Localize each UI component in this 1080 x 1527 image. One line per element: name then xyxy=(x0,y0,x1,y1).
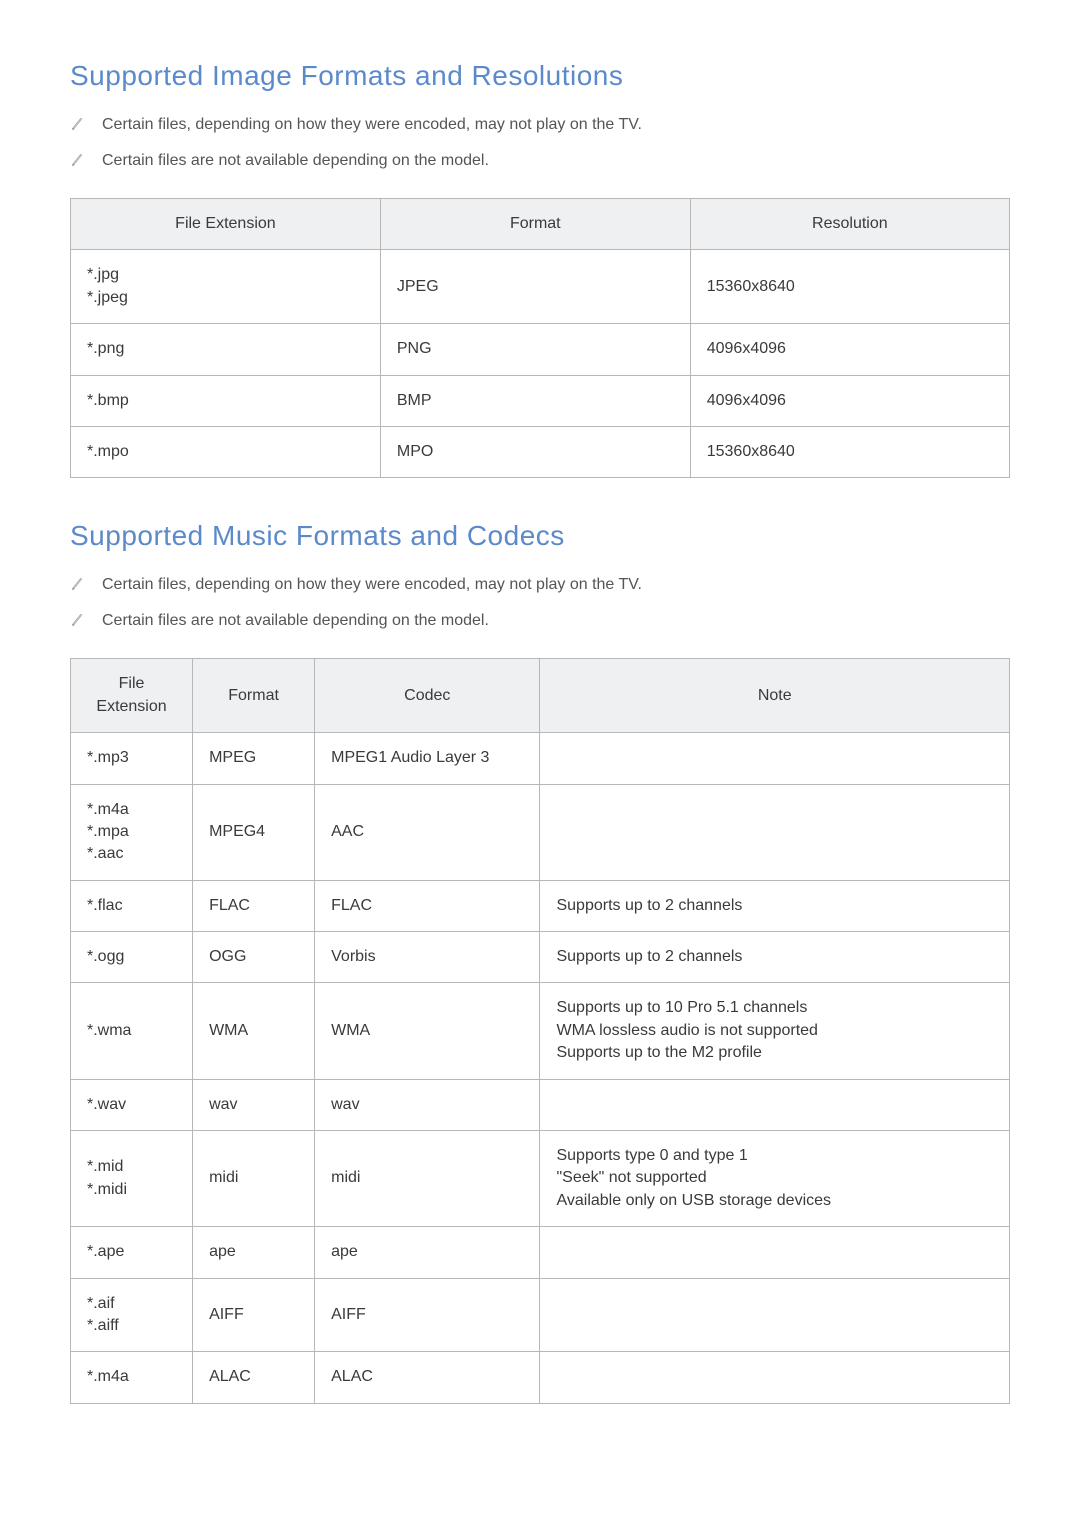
table-cell: 15360x8640 xyxy=(690,426,1009,477)
table-cell: *.m4a xyxy=(71,1352,193,1403)
table-cell: WMA xyxy=(193,983,315,1079)
table-cell: *.mp3 xyxy=(71,733,193,784)
table-header: Format xyxy=(193,659,315,733)
table-header-row: File Extension Format Codec Note xyxy=(71,659,1010,733)
note-item: Certain files, depending on how they wer… xyxy=(70,116,1010,134)
note-icon xyxy=(70,612,98,628)
table-cell: ALAC xyxy=(315,1352,540,1403)
table-cell: MPEG xyxy=(193,733,315,784)
table-cell: wav xyxy=(315,1079,540,1130)
table-cell: FLAC xyxy=(315,880,540,931)
table-cell: MPEG1 Audio Layer 3 xyxy=(315,733,540,784)
table-cell: *.m4a *.mpa *.aac xyxy=(71,784,193,880)
table-cell: *.flac xyxy=(71,880,193,931)
table-header: Codec xyxy=(315,659,540,733)
table-cell: *.png xyxy=(71,324,381,375)
table-cell: *.ogg xyxy=(71,932,193,983)
table-cell xyxy=(540,1352,1010,1403)
table-cell: *.ape xyxy=(71,1227,193,1278)
table-header: Resolution xyxy=(690,199,1009,250)
table-header: File Extension xyxy=(71,199,381,250)
table-cell: Supports up to 2 channels xyxy=(540,880,1010,931)
table-cell: AAC xyxy=(315,784,540,880)
table-cell xyxy=(540,1278,1010,1352)
table-cell: PNG xyxy=(380,324,690,375)
table-cell: ape xyxy=(315,1227,540,1278)
table-cell: JPEG xyxy=(380,250,690,324)
table-header: File Extension xyxy=(71,659,193,733)
table-row: *.aif *.aiffAIFFAIFF xyxy=(71,1278,1010,1352)
table-cell: *.mpo xyxy=(71,426,381,477)
table-cell: Supports type 0 and type 1 "Seek" not su… xyxy=(540,1131,1010,1227)
table-row: *.pngPNG4096x4096 xyxy=(71,324,1010,375)
note-icon xyxy=(70,152,98,168)
table-cell xyxy=(540,1227,1010,1278)
table-cell xyxy=(540,784,1010,880)
table-cell: 4096x4096 xyxy=(690,375,1009,426)
table-header: Note xyxy=(540,659,1010,733)
table-cell: OGG xyxy=(193,932,315,983)
table-cell: 4096x4096 xyxy=(690,324,1009,375)
table-row: *.jpg *.jpegJPEG15360x8640 xyxy=(71,250,1010,324)
table-cell: Supports up to 10 Pro 5.1 channels WMA l… xyxy=(540,983,1010,1079)
table-cell: ALAC xyxy=(193,1352,315,1403)
table-row: *.wmaWMAWMASupports up to 10 Pro 5.1 cha… xyxy=(71,983,1010,1079)
table-cell xyxy=(540,1079,1010,1130)
note-text: Certain files are not available dependin… xyxy=(98,152,1010,170)
section1-title: Supported Image Formats and Resolutions xyxy=(70,60,1010,92)
table-cell: BMP xyxy=(380,375,690,426)
table-cell: wav xyxy=(193,1079,315,1130)
table-row: *.apeapeape xyxy=(71,1227,1010,1278)
table-cell: MPO xyxy=(380,426,690,477)
table-cell: Vorbis xyxy=(315,932,540,983)
section2-notes: Certain files, depending on how they wer… xyxy=(70,576,1010,630)
table-row: *.oggOGGVorbisSupports up to 2 channels xyxy=(71,932,1010,983)
table-cell: *.bmp xyxy=(71,375,381,426)
table-cell xyxy=(540,733,1010,784)
note-item: Certain files are not available dependin… xyxy=(70,612,1010,630)
music-formats-table: File Extension Format Codec Note *.mp3MP… xyxy=(70,658,1010,1403)
table-cell: FLAC xyxy=(193,880,315,931)
table-cell: AIFF xyxy=(193,1278,315,1352)
table-cell: WMA xyxy=(315,983,540,1079)
table-row: *.wavwavwav xyxy=(71,1079,1010,1130)
table-cell: *.wma xyxy=(71,983,193,1079)
image-formats-table: File Extension Format Resolution *.jpg *… xyxy=(70,198,1010,478)
table-row: *.flacFLACFLACSupports up to 2 channels xyxy=(71,880,1010,931)
note-icon xyxy=(70,116,98,132)
table-cell: AIFF xyxy=(315,1278,540,1352)
table-cell: *.mid *.midi xyxy=(71,1131,193,1227)
table-row: *.bmpBMP4096x4096 xyxy=(71,375,1010,426)
table-cell: midi xyxy=(315,1131,540,1227)
table-cell: Supports up to 2 channels xyxy=(540,932,1010,983)
section2-title: Supported Music Formats and Codecs xyxy=(70,520,1010,552)
table-header: Format xyxy=(380,199,690,250)
section1-notes: Certain files, depending on how they wer… xyxy=(70,116,1010,170)
table-row: *.mid *.midimidimidiSupports type 0 and … xyxy=(71,1131,1010,1227)
table-row: *.mp3MPEGMPEG1 Audio Layer 3 xyxy=(71,733,1010,784)
table-header-row: File Extension Format Resolution xyxy=(71,199,1010,250)
table-row: *.m4aALACALAC xyxy=(71,1352,1010,1403)
table-cell: 15360x8640 xyxy=(690,250,1009,324)
table-cell: *.aif *.aiff xyxy=(71,1278,193,1352)
table-cell: *.wav xyxy=(71,1079,193,1130)
table-row: *.m4a *.mpa *.aacMPEG4AAC xyxy=(71,784,1010,880)
note-text: Certain files, depending on how they wer… xyxy=(98,116,1010,134)
note-item: Certain files are not available dependin… xyxy=(70,152,1010,170)
table-cell: ape xyxy=(193,1227,315,1278)
table-cell: *.jpg *.jpeg xyxy=(71,250,381,324)
note-item: Certain files, depending on how they wer… xyxy=(70,576,1010,594)
note-text: Certain files are not available dependin… xyxy=(98,612,1010,630)
note-text: Certain files, depending on how they wer… xyxy=(98,576,1010,594)
table-cell: midi xyxy=(193,1131,315,1227)
note-icon xyxy=(70,576,98,592)
table-cell: MPEG4 xyxy=(193,784,315,880)
table-row: *.mpoMPO15360x8640 xyxy=(71,426,1010,477)
